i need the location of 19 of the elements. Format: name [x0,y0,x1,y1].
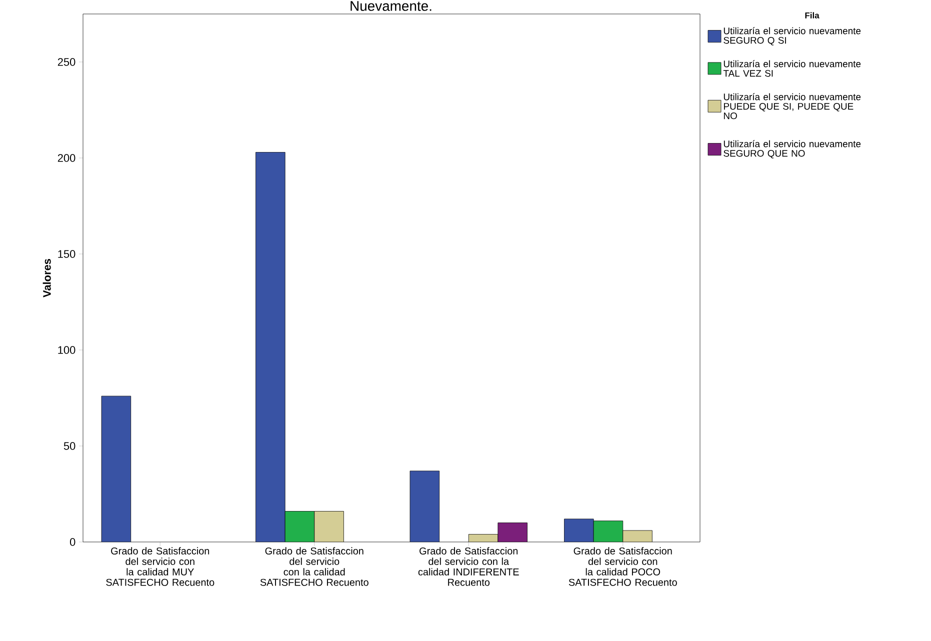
x-tick-label: Grado de Satisfaccion del servicio con la calidad MUY SATISFECHO Recuento [106,547,214,586]
legend-label: Utilizaría el servicio nuevamente PUEDE QUE SI, PUEDE QUE NO [724,93,861,120]
y-tick-label: 100 [58,346,76,354]
y-tick-label: 150 [58,250,76,258]
legend-label: Utilizaría el servicio nuevamente SEGURO Q SI [724,27,861,46]
legend-label: Utilizaría el servicio nuevamente TAL VEZ SI [723,60,861,77]
x-tick-label: Grado de Satisfaccion del servicio con la calidad INDIFERENTE Recuento [418,547,519,586]
y-tick-label: 200 [58,154,76,162]
bar [593,520,624,542]
y-tick-label: 50 [64,442,76,450]
chart-title: Nuevamente. [350,1,432,11]
y-axis-title: Valores [42,258,51,298]
x-tick-label: Grado de Satisfaccion del servicio con la calidad POCO SATISFECHO Recuento [568,547,677,586]
y-tick-label: 0 [70,538,76,546]
bar [284,511,315,542]
y-tick-label: 250 [58,58,76,66]
x-tick-label: Grado de Satisfaccion del servicio con la calidad SATISFECHO Recuento [260,547,368,586]
legend-label: Utilizaría el servicio nuevamente SEGURO QUE NO [724,140,861,158]
legend-title: Fila [805,12,820,18]
